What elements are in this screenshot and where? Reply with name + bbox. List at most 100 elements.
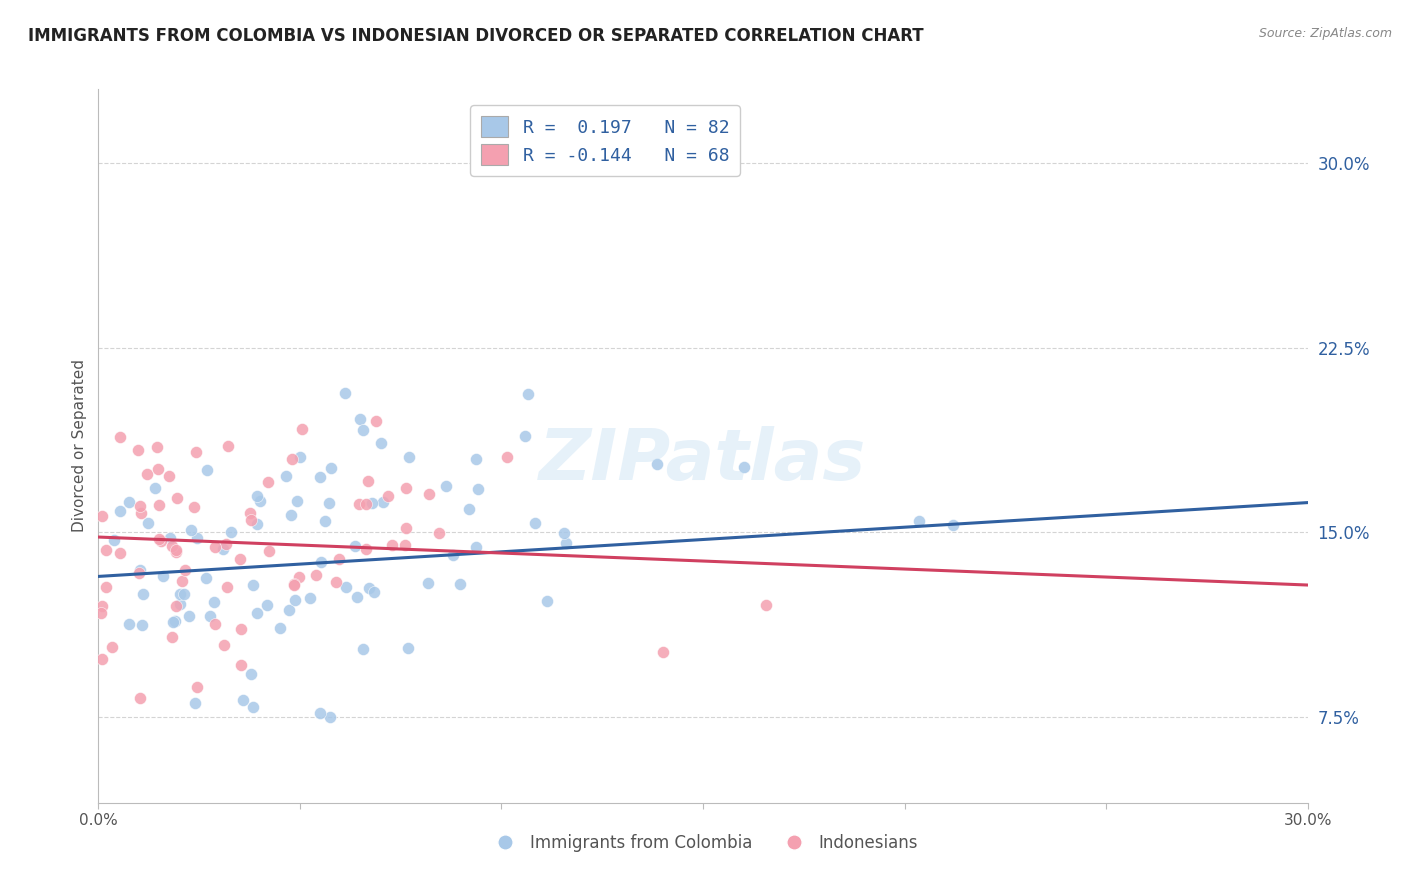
Point bbox=[515, 428, 537, 442]
Point bbox=[554, 535, 576, 549]
Point bbox=[215, 580, 238, 594]
Point bbox=[146, 440, 169, 454]
Point bbox=[128, 566, 150, 581]
Point bbox=[132, 587, 155, 601]
Point bbox=[179, 609, 201, 624]
Point bbox=[152, 569, 174, 583]
Point bbox=[357, 474, 380, 488]
Point bbox=[356, 541, 378, 556]
Point bbox=[281, 452, 304, 467]
Point bbox=[194, 571, 217, 585]
Point bbox=[131, 618, 153, 632]
Point bbox=[166, 491, 188, 506]
Point bbox=[118, 616, 141, 631]
Point bbox=[246, 490, 269, 504]
Point bbox=[197, 462, 219, 476]
Point bbox=[159, 468, 181, 483]
Point bbox=[314, 514, 336, 528]
Point bbox=[165, 544, 187, 558]
Point bbox=[349, 497, 371, 511]
Point bbox=[101, 640, 124, 654]
Point bbox=[395, 481, 418, 495]
Point bbox=[536, 594, 558, 608]
Point bbox=[291, 422, 314, 436]
Point bbox=[148, 498, 170, 512]
Point bbox=[308, 706, 330, 721]
Point bbox=[371, 495, 394, 509]
Point bbox=[319, 709, 342, 723]
Point bbox=[143, 481, 166, 495]
Point bbox=[148, 532, 170, 546]
Point bbox=[129, 563, 152, 577]
Point bbox=[370, 436, 392, 450]
Point bbox=[354, 497, 377, 511]
Point bbox=[269, 621, 291, 635]
Point bbox=[231, 622, 253, 636]
Point bbox=[108, 546, 131, 560]
Point bbox=[449, 577, 471, 591]
Point bbox=[733, 459, 755, 474]
Point bbox=[465, 451, 488, 466]
Point bbox=[232, 692, 254, 706]
Point bbox=[160, 539, 183, 553]
Point bbox=[94, 580, 117, 594]
Point bbox=[280, 508, 302, 523]
Point bbox=[395, 521, 418, 535]
Point bbox=[256, 598, 278, 612]
Point bbox=[344, 539, 367, 553]
Point bbox=[180, 523, 202, 537]
Point bbox=[496, 450, 519, 465]
Point bbox=[283, 578, 305, 592]
Legend: Immigrants from Colombia, Indonesians: Immigrants from Colombia, Indonesians bbox=[481, 828, 925, 859]
Point bbox=[416, 575, 439, 590]
Point bbox=[202, 595, 225, 609]
Point bbox=[333, 386, 356, 401]
Point bbox=[229, 551, 252, 566]
Point bbox=[108, 430, 131, 444]
Point bbox=[524, 516, 547, 530]
Point bbox=[212, 638, 235, 652]
Point bbox=[349, 412, 371, 426]
Point bbox=[259, 544, 281, 558]
Point bbox=[165, 599, 187, 613]
Point bbox=[276, 469, 298, 483]
Point bbox=[249, 494, 271, 508]
Point bbox=[398, 450, 420, 464]
Point bbox=[246, 606, 269, 620]
Point bbox=[173, 586, 195, 600]
Point bbox=[159, 531, 181, 545]
Point bbox=[129, 690, 152, 705]
Point bbox=[186, 531, 208, 545]
Point bbox=[162, 615, 184, 630]
Point bbox=[90, 606, 112, 620]
Point bbox=[645, 457, 668, 471]
Point bbox=[328, 551, 350, 566]
Point bbox=[136, 516, 159, 530]
Point bbox=[346, 590, 368, 604]
Point bbox=[755, 598, 778, 612]
Point bbox=[169, 598, 191, 612]
Point bbox=[240, 513, 263, 527]
Point bbox=[907, 514, 929, 528]
Point bbox=[364, 414, 387, 428]
Point bbox=[204, 617, 226, 632]
Point bbox=[91, 599, 114, 613]
Point bbox=[246, 516, 269, 531]
Point bbox=[150, 533, 173, 548]
Point bbox=[204, 540, 226, 554]
Y-axis label: Divorced or Separated: Divorced or Separated bbox=[72, 359, 87, 533]
Point bbox=[553, 525, 575, 540]
Point bbox=[129, 499, 152, 513]
Point bbox=[418, 487, 440, 501]
Point bbox=[214, 537, 236, 551]
Point bbox=[91, 508, 114, 523]
Point bbox=[467, 482, 489, 496]
Point bbox=[108, 504, 131, 518]
Point bbox=[434, 479, 457, 493]
Point bbox=[285, 494, 308, 508]
Point bbox=[148, 461, 170, 475]
Point bbox=[186, 680, 208, 694]
Point bbox=[283, 577, 305, 591]
Point bbox=[242, 700, 264, 714]
Point bbox=[278, 603, 301, 617]
